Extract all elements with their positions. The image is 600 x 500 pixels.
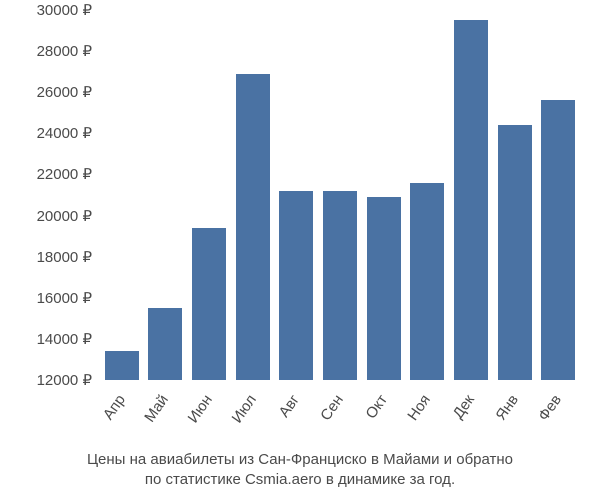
x-tick-label: Окт: [362, 392, 390, 422]
bar-container: [100, 10, 580, 380]
bar: [454, 20, 488, 380]
bar: [192, 228, 226, 380]
bar: [498, 125, 532, 380]
y-tick-label: 22000 ₽: [37, 165, 92, 183]
x-tick-label: Ноя: [405, 392, 435, 424]
bar: [279, 191, 313, 380]
chart-caption: Цены на авиабилеты из Сан-Франциско в Ма…: [0, 450, 600, 491]
x-axis: Апр Май Июн Июл Авг Сен Окт Ноя Дек Янв Фев: [100, 382, 580, 442]
x-tick-label: Янв: [492, 392, 521, 424]
y-tick-label: 30000 ₽: [37, 1, 92, 19]
bar: [323, 191, 357, 380]
bar: [105, 351, 139, 380]
x-tick-label: Июл: [228, 392, 259, 427]
x-tick-label: Май: [142, 392, 173, 426]
y-tick-label: 28000 ₽: [37, 42, 92, 60]
y-tick-label: 12000 ₽: [37, 371, 92, 389]
y-tick-label: 18000 ₽: [37, 248, 92, 266]
bar: [410, 183, 444, 380]
x-tick-label: Авг: [276, 392, 303, 421]
y-tick-label: 20000 ₽: [37, 207, 92, 225]
bar: [541, 100, 575, 380]
y-tick-label: 14000 ₽: [37, 330, 92, 348]
y-tick-label: 26000 ₽: [37, 83, 92, 101]
x-tick-label: Июн: [185, 392, 216, 427]
y-tick-label: 24000 ₽: [37, 124, 92, 142]
caption-line-1: Цены на авиабилеты из Сан-Франциско в Ма…: [87, 451, 513, 468]
bar: [367, 197, 401, 380]
chart-plot-area: [100, 10, 580, 380]
caption-line-2: по статистике Csmia.aero в динамике за г…: [145, 471, 455, 488]
y-tick-label: 16000 ₽: [37, 289, 92, 307]
bar: [148, 308, 182, 380]
y-axis: 12000 ₽14000 ₽16000 ₽18000 ₽20000 ₽22000…: [0, 10, 100, 380]
x-tick-label: Сен: [317, 392, 347, 424]
x-tick-label: Фев: [535, 392, 565, 424]
bar: [236, 74, 270, 380]
x-tick-label: Апр: [100, 392, 129, 423]
x-tick-label: Дек: [450, 392, 478, 422]
